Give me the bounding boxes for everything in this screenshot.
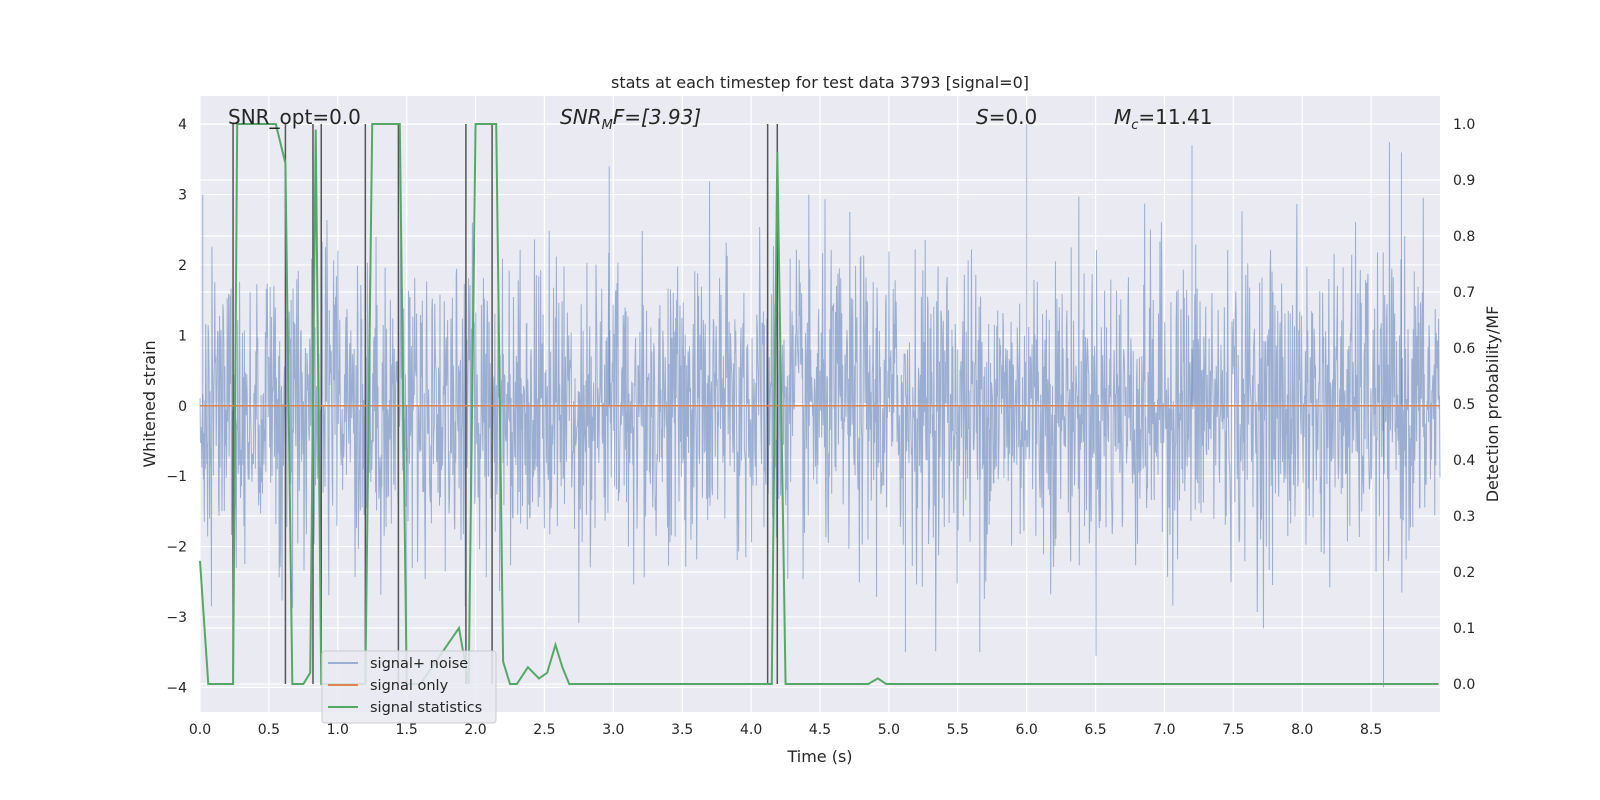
y-left-tick-label: −1 (166, 469, 187, 485)
y-left-tick-label: 4 (178, 117, 187, 133)
y-left-tick-label: −3 (166, 610, 187, 626)
annotation-snr-opt: SNR_opt=0.0 (228, 105, 361, 129)
x-tick-label: 6.0 (1016, 722, 1038, 738)
s-rest: =0.0 (989, 105, 1038, 129)
x-tick-label: 8.5 (1360, 722, 1382, 738)
x-tick-label: 5.5 (947, 722, 969, 738)
x-tick-label: 3.5 (671, 722, 693, 738)
x-tick-label: 2.5 (533, 722, 555, 738)
y-right-tick-label: 0.3 (1453, 509, 1475, 525)
y-left-tick-label: 0 (178, 399, 187, 415)
y-right-tick-label: 0.8 (1453, 229, 1475, 245)
x-axis-label: Time (s) (786, 747, 852, 766)
y-left-tick-label: 1 (178, 328, 187, 344)
annotation-snr-mf: SNRMF=[3.93] (560, 105, 701, 133)
x-tick-label: 0.5 (258, 722, 280, 738)
snr-mf-rest: F=[3.93] (613, 105, 701, 129)
legend-label-statistics: signal statistics (370, 700, 482, 716)
y-right-tick-label: 0.2 (1453, 565, 1475, 581)
y-right-tick-label: 1.0 (1453, 117, 1475, 133)
mc-rest: =11.41 (1138, 105, 1212, 129)
legend-label-noise: signal+ noise (370, 656, 468, 672)
y-right-tick-label: 0.4 (1453, 453, 1475, 469)
y-right-tick-label: 0.5 (1453, 397, 1475, 413)
snr-mf-sub: M (602, 118, 613, 133)
y-right-tick-label: 0.0 (1453, 677, 1475, 693)
x-tick-label: 2.0 (464, 722, 486, 738)
signal-statistics-line (199, 123, 1439, 685)
x-tick-labels: 0.0 0.5 1.0 1.5 2.0 2.5 3.0 3.5 4.0 4.5 5.0 5.5 6.0 6… (189, 722, 1382, 738)
x-tick-label: 1.5 (396, 722, 418, 738)
y-right-axis-label: Detection probability/MF (1483, 306, 1502, 503)
y-left-tick-label: −2 (166, 540, 187, 556)
legend: signal+ noise signal only signal statist… (321, 650, 497, 724)
y-left-axis-label: Whitened strain (140, 340, 159, 467)
legend-label-signal-only: signal only (370, 678, 449, 694)
x-tick-label: 8.0 (1291, 722, 1313, 738)
x-tick-label: 3.0 (602, 722, 624, 738)
y-right-tick-labels: 1.0 0.9 0.8 0.7 0.6 0.5 0.4 0.3 0.2 0.1 0.0 (1453, 117, 1475, 693)
x-tick-label: 5.0 (878, 722, 900, 738)
s-main: S (976, 105, 989, 129)
y-left-tick-label: 2 (178, 258, 187, 274)
annotation-s: S=0.0 (976, 105, 1037, 129)
x-tick-label: 4.0 (740, 722, 762, 738)
annotation-mc: Mc=11.41 (1114, 105, 1212, 133)
y-left-tick-label: −4 (166, 680, 187, 696)
snr-mf-main: SNR (560, 105, 602, 129)
x-tick-label: 7.0 (1153, 722, 1175, 738)
legend-box (321, 650, 497, 724)
x-tick-label: 7.5 (1222, 722, 1244, 738)
chart-title: stats at each timestep for test data 379… (611, 73, 1029, 92)
noise-series (199, 124, 1441, 688)
y-right-tick-label: 0.6 (1453, 341, 1475, 357)
y-left-tick-label: 3 (178, 188, 187, 204)
mc-sub: c (1131, 118, 1138, 133)
x-tick-label: 4.5 (809, 722, 831, 738)
mc-main: M (1114, 105, 1131, 129)
x-tick-label: 1.0 (327, 722, 349, 738)
y-right-tick-label: 0.7 (1453, 285, 1475, 301)
y-right-tick-label: 0.9 (1453, 173, 1475, 189)
y-right-tick-label: 0.1 (1453, 621, 1475, 637)
x-tick-label: 0.0 (189, 722, 211, 738)
y-left-tick-labels: 4 3 2 1 0 −1 −2 −3 −4 (166, 117, 187, 696)
x-tick-label: 6.5 (1084, 722, 1106, 738)
